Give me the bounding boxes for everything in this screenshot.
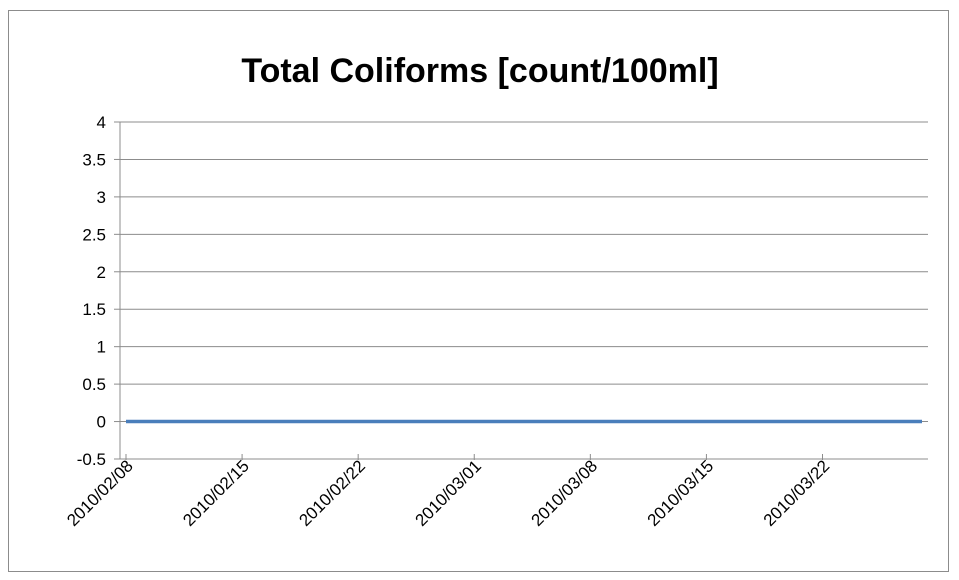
y-tick-label: 3 <box>97 188 106 207</box>
chart-frame <box>8 10 949 572</box>
y-tick-label: 1 <box>97 338 106 357</box>
y-tick-label: 2.5 <box>82 225 106 244</box>
y-tick-label: 3.5 <box>82 150 106 169</box>
y-tick-label: 2 <box>97 263 106 282</box>
y-tick-label: 0.5 <box>82 375 106 394</box>
chart-title: Total Coliforms [count/100ml] <box>241 52 718 90</box>
x-tick-label: 2010/02/15 <box>179 456 253 530</box>
y-tick-label: 1.5 <box>82 300 106 319</box>
x-tick-label: 2010/03/15 <box>644 456 718 530</box>
x-tick-label: 2010/02/22 <box>295 456 369 530</box>
y-tick-label: 4 <box>97 113 106 132</box>
y-tick-label: 0 <box>97 413 106 432</box>
x-tick-label: 2010/03/08 <box>528 456 602 530</box>
y-tick-label: -0.5 <box>77 450 106 469</box>
x-tick-label: 2010/03/22 <box>760 456 834 530</box>
axes <box>114 121 928 460</box>
x-tick-label: 2010/03/01 <box>411 456 485 530</box>
gridlines <box>120 121 928 460</box>
